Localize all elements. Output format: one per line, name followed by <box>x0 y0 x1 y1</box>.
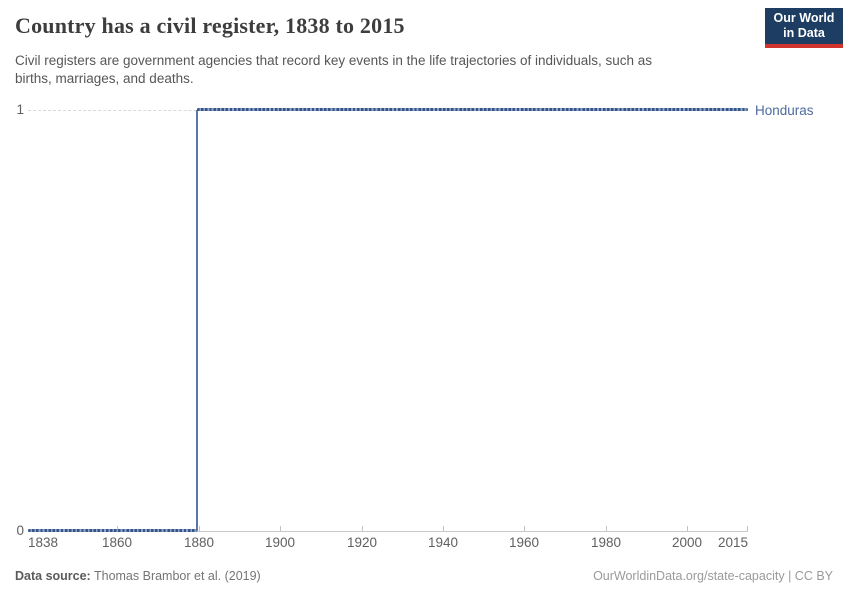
x-tick-label-1920: 1920 <box>346 535 378 550</box>
x-tick-label-2000: 2000 <box>671 535 703 550</box>
axis-tick-1920 <box>362 526 363 531</box>
page-title: Country has a civil register, 1838 to 20… <box>15 13 405 38</box>
owid-logo-line1: Our World <box>773 11 835 25</box>
x-tick-label-1940: 1940 <box>427 535 459 550</box>
owid-logo-line2: in Data <box>783 26 825 40</box>
axis-tick-1860 <box>117 526 118 531</box>
chart-subtitle: Civil registers are government agencies … <box>15 53 653 86</box>
series-line-low-segment[interactable] <box>28 529 197 532</box>
credit-link[interactable]: OurWorldinData.org/state-capacity <box>593 569 785 583</box>
axis-tick-1960 <box>524 526 525 531</box>
axis-tick-1900 <box>280 526 281 531</box>
axis-tick-1940 <box>443 526 444 531</box>
data-source-value: Thomas Brambor et al. (2019) <box>90 569 261 583</box>
axis-tick-2000 <box>687 526 688 531</box>
data-source-note: Data source: Thomas Brambor et al. (2019… <box>15 569 261 583</box>
y-tick-label-1: 1 <box>16 102 24 117</box>
credit-license: | CC BY <box>784 569 833 583</box>
x-tick-label-1980: 1980 <box>590 535 622 550</box>
x-tick-label-1960: 1960 <box>508 535 540 550</box>
x-tick-label-1900: 1900 <box>264 535 296 550</box>
x-tick-label-1838: 1838 <box>28 535 59 550</box>
axis-tick-1980 <box>606 526 607 531</box>
axis-tick-1880 <box>199 526 200 531</box>
x-tick-label-1860: 1860 <box>101 535 133 550</box>
x-tick-label-2015: 2015 <box>717 535 748 550</box>
x-axis-line <box>28 531 748 532</box>
owid-logo[interactable]: Our World in Data <box>765 8 843 48</box>
credit-note: OurWorldinData.org/state-capacity | CC B… <box>593 569 833 583</box>
series-line-high-segment[interactable] <box>197 108 748 111</box>
series-line-step-segment[interactable] <box>196 110 198 531</box>
entity-label-honduras[interactable]: Honduras <box>755 103 814 118</box>
axis-tick-2015 <box>747 526 748 531</box>
y-tick-label-0: 0 <box>16 523 24 538</box>
data-source-label: Data source: <box>15 569 91 583</box>
x-tick-label-1880: 1880 <box>183 535 215 550</box>
